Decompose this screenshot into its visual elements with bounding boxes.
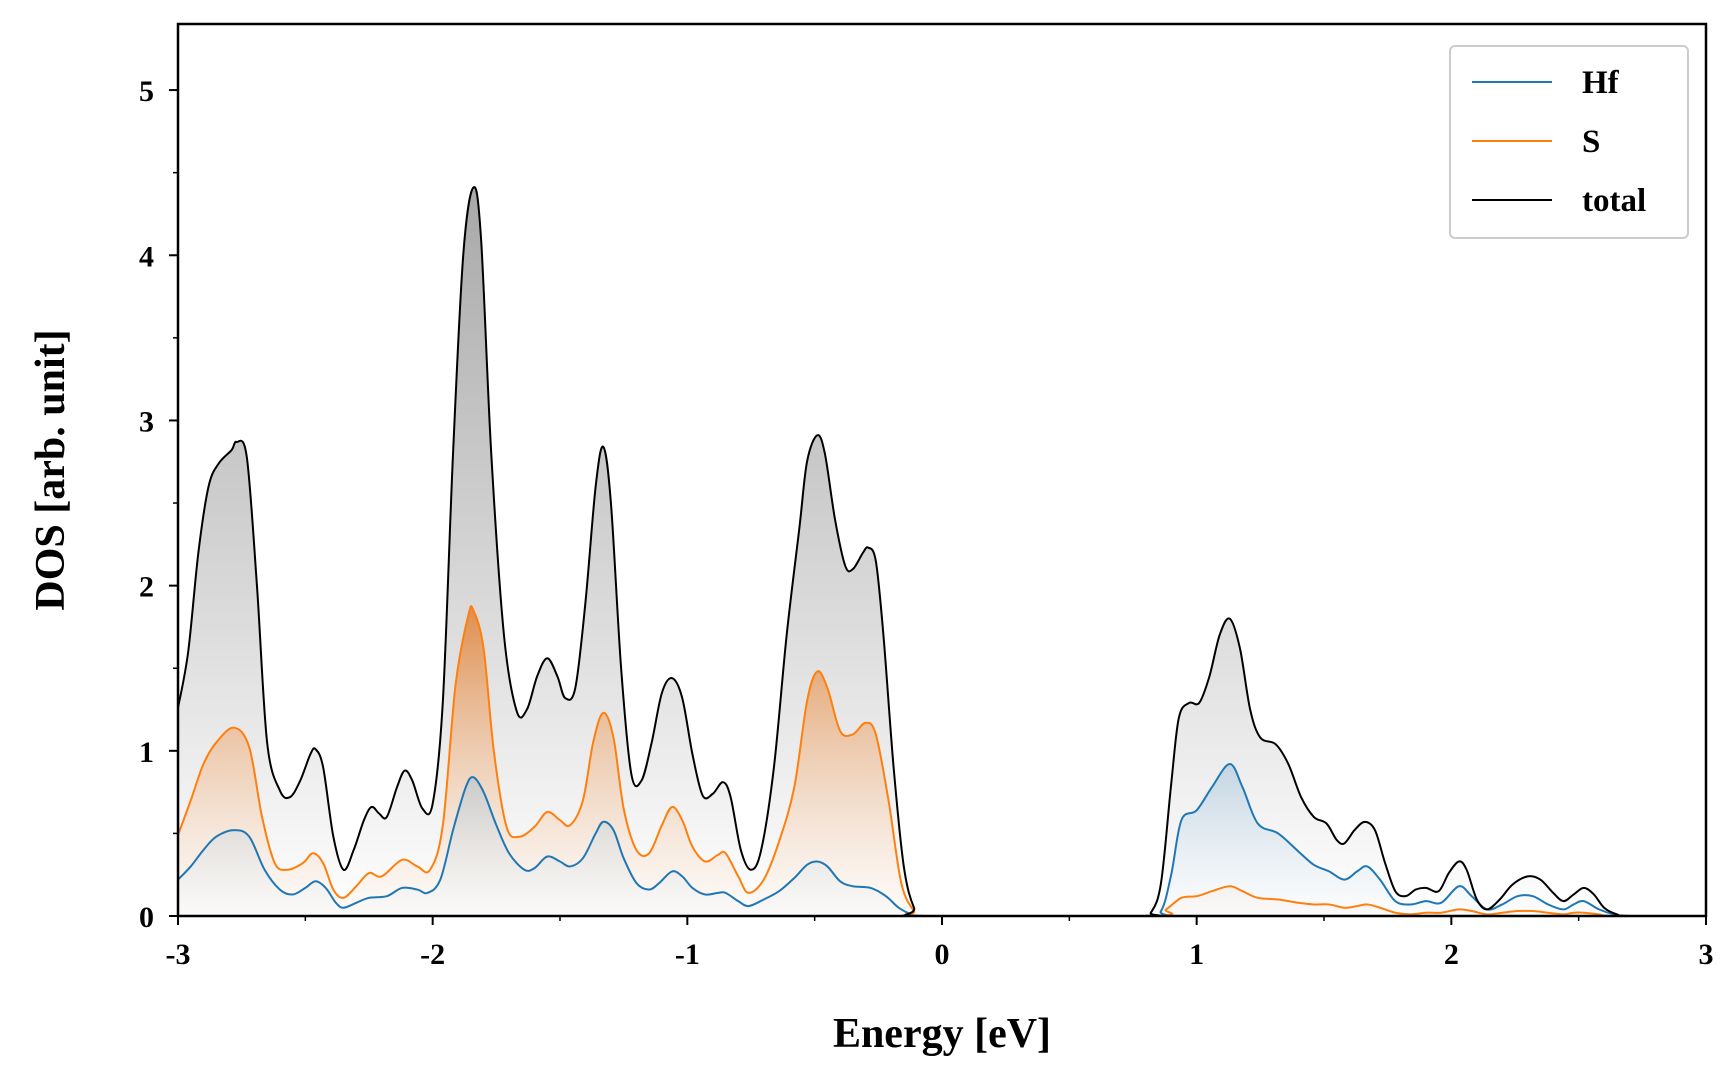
area-fill-s bbox=[178, 606, 1706, 916]
x-tick-label: -3 bbox=[166, 938, 191, 971]
legend-box bbox=[1449, 45, 1689, 239]
y-tick-label: 2 bbox=[139, 571, 154, 604]
x-tick-label: -2 bbox=[420, 938, 445, 971]
legend-label-hf: Hf bbox=[1582, 65, 1620, 101]
x-tick-label: -1 bbox=[675, 938, 700, 971]
x-axis-label: Energy [eV] bbox=[833, 1011, 1051, 1057]
x-tick-label: 2 bbox=[1444, 938, 1459, 971]
legend-label-total: total bbox=[1582, 183, 1646, 219]
legend-label-s: S bbox=[1582, 124, 1600, 160]
series-line-s bbox=[177, 605, 1706, 918]
x-tick-label: 3 bbox=[1699, 938, 1714, 971]
y-tick-label: 1 bbox=[139, 736, 154, 769]
y-axis-label: DOS [arb. unit] bbox=[28, 329, 74, 610]
y-tick-label: 3 bbox=[139, 405, 154, 438]
series-line-total bbox=[177, 186, 1706, 918]
x-tick-label: 1 bbox=[1189, 938, 1204, 971]
y-tick-label: 4 bbox=[139, 240, 154, 273]
area-fill-total bbox=[178, 187, 1706, 916]
fill-layer bbox=[178, 187, 1706, 916]
tick-layer: -3 -2 -1 0 1 2 3 0 1 2 3 4 5 bbox=[139, 75, 1714, 971]
line-layer bbox=[177, 186, 1706, 918]
y-tick-label: 5 bbox=[139, 75, 154, 108]
area-fill-hf bbox=[178, 764, 1706, 916]
y-tick-label: 0 bbox=[139, 901, 154, 934]
x-tick-label: 0 bbox=[935, 938, 950, 971]
series-line-hf bbox=[177, 763, 1706, 918]
